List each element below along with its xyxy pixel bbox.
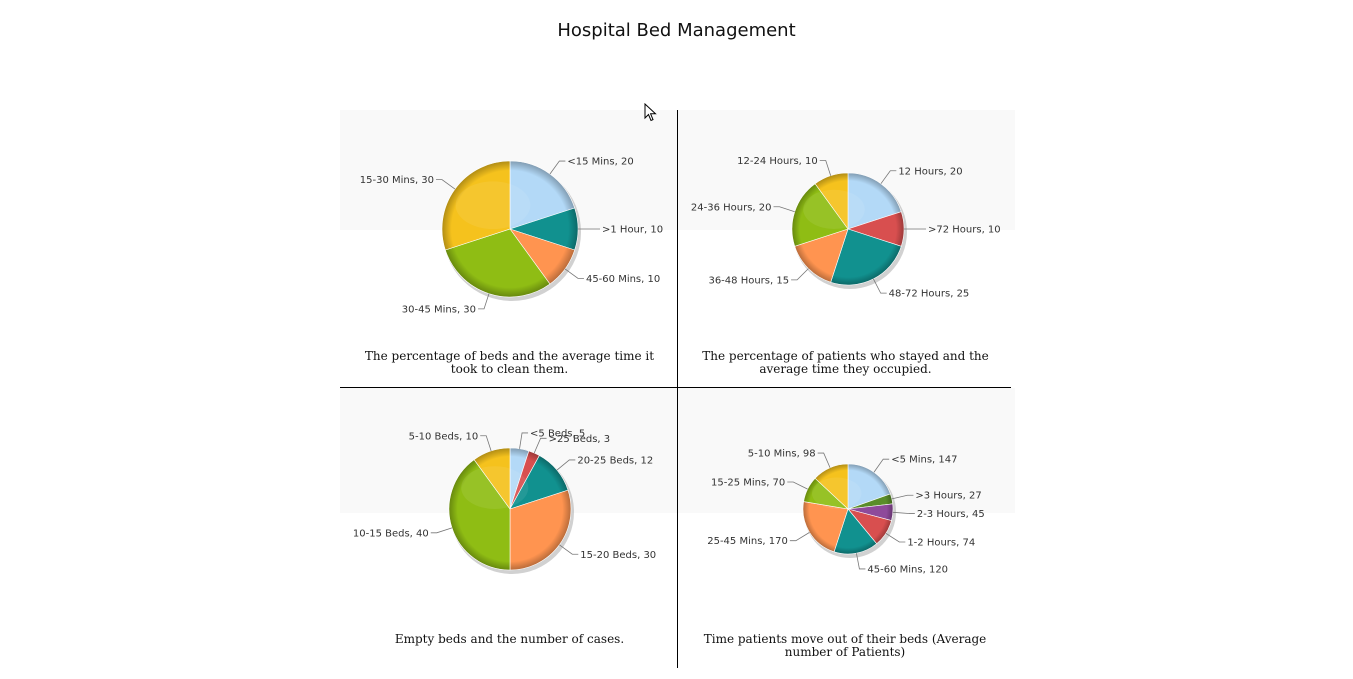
data-label: 45-60 Mins, 120 [867, 564, 948, 575]
data-label: 5-10 Mins, 98 [748, 449, 816, 460]
leader-line [817, 452, 831, 468]
pie-slice-5-10-mins [814, 463, 849, 510]
pie-slice-12-hours [847, 172, 902, 230]
leader-line [478, 293, 490, 310]
pie-chart-1: 12 Hours, 20 >72 Hours, 10 48-72 Hours, 25… [678, 110, 1015, 300]
leader-line [856, 553, 866, 570]
data-label: >25 Beds, 3 [549, 434, 611, 445]
leader-line [885, 532, 906, 543]
data-label: 15-30 Mins, 30 [360, 175, 434, 186]
pie-slice--15-mins [509, 160, 576, 230]
pie-chart-2: <5 Beds, 5>25 Beds, 3 20-25 Beds, 12 15-20… [340, 388, 677, 574]
chart-caption: The percentage of beds and the average t… [364, 349, 655, 376]
chart-patient-stay-time: 12 Hours, 20 >72 Hours, 10 48-72 Hours, 25… [678, 110, 1015, 387]
pie-gloss [461, 466, 529, 509]
chart-caption: Time patients move out of their beds (Av… [703, 632, 987, 659]
data-label: 12 Hours, 20 [898, 166, 962, 177]
pie-slice-30-45-mins [444, 228, 551, 298]
horizontal-divider [340, 387, 1011, 388]
mouse-cursor-icon [644, 103, 657, 122]
leader-line [773, 206, 795, 213]
leader-line [559, 544, 579, 555]
chart-patient-move-out-time: <5 Mins, 147 >3 Hours, 27 2-3 Hours, 45 1-2… [678, 388, 1015, 668]
pie-slice--5-mins [847, 463, 891, 510]
vertical-divider [677, 110, 678, 668]
data-label: 48-72 Hours, 25 [889, 289, 970, 300]
leader-line [533, 437, 547, 454]
data-label: >1 Hour, 10 [602, 225, 663, 236]
leader-line [436, 179, 456, 190]
leader-line [549, 160, 566, 175]
chart-caption: The percentage of patients who stayed an… [702, 349, 989, 376]
data-label: 1-2 Hours, 74 [907, 537, 975, 548]
leader-line [480, 435, 492, 452]
chart-bed-cleaning-time: <15 Mins, 20 >1 Hour, 10 45-60 Mins, 10 30-… [340, 110, 677, 387]
data-label: 15-20 Beds, 30 [580, 550, 656, 561]
leader-line [789, 532, 810, 542]
data-label: <5 Beds, 5 [530, 428, 585, 439]
leader-line [873, 278, 887, 294]
pie-chart-0: <15 Mins, 20 >1 Hour, 10 45-60 Mins, 10 30-… [340, 110, 677, 315]
pie-slice-48-72-hours [830, 228, 902, 286]
pie-slice-15-30-mins [441, 160, 511, 251]
pie-slice-36-48-hours [794, 228, 849, 283]
data-label: 36-48 Hours, 15 [708, 275, 789, 286]
leader-line [787, 481, 808, 490]
data-label: 20-25 Beds, 12 [577, 455, 653, 466]
leader-line [873, 458, 890, 473]
data-label: 12-24 Hours, 10 [737, 156, 818, 167]
data-label: >3 Hours, 27 [915, 491, 981, 502]
data-label: <5 Mins, 147 [891, 455, 957, 466]
data-label: 15-25 Mins, 70 [711, 478, 785, 489]
data-label: <15 Mins, 20 [567, 157, 633, 168]
pie-slice-25-45-mins [802, 501, 849, 553]
leader-line [891, 494, 914, 500]
leader-line [880, 170, 897, 184]
pie-gloss [803, 189, 865, 229]
pie-gloss [455, 181, 531, 229]
leader-line [519, 432, 529, 449]
leader-line [430, 527, 453, 534]
leader-line [819, 160, 832, 176]
data-label: >72 Hours, 10 [928, 225, 1001, 236]
leader-line [564, 268, 584, 279]
data-label: 5-10 Beds, 10 [409, 431, 479, 442]
pie-slice-24-36-hours [791, 183, 849, 247]
data-label: 10-15 Beds, 40 [353, 528, 429, 539]
data-label: 25-45 Mins, 170 [707, 536, 788, 547]
leader-line [791, 268, 809, 281]
pie-slice-15-20-beds [509, 489, 572, 571]
leader-line [556, 459, 576, 471]
pie-chart-3: <5 Mins, 147 >3 Hours, 27 2-3 Hours, 45 1-2… [678, 388, 1015, 575]
data-label: 2-3 Hours, 45 [917, 509, 985, 520]
data-label: 45-60 Mins, 10 [586, 274, 660, 285]
pie-gloss [812, 477, 862, 509]
chart-caption: Empty beds and the number of cases. [394, 632, 625, 646]
data-label: 24-36 Hours, 20 [691, 202, 772, 213]
leader-line [892, 511, 915, 514]
data-label: 30-45 Mins, 30 [402, 304, 476, 315]
chart-empty-beds: <5 Beds, 5 >25 Beds, 3 20-25 Beds, 12 15-20… [340, 388, 677, 668]
pie-slice-45-60-mins [833, 508, 878, 555]
page-title: Hospital Bed Management [557, 20, 796, 41]
